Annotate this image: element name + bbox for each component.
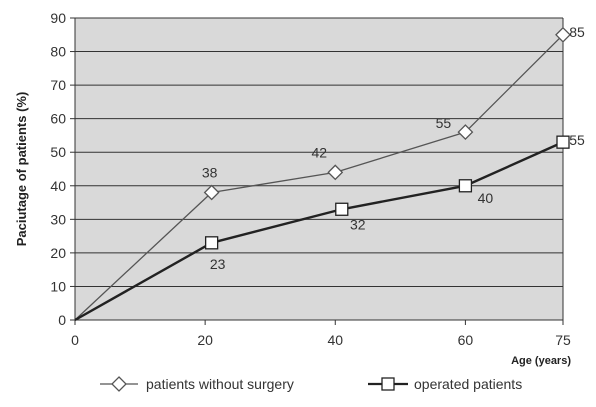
y-tick-label: 0 bbox=[58, 312, 66, 328]
y-tick-label: 90 bbox=[50, 10, 66, 26]
y-tick-label: 70 bbox=[50, 77, 66, 93]
y-tick-label: 60 bbox=[50, 111, 66, 127]
x-axis-title: Age (years) bbox=[511, 355, 571, 367]
legend-label-operated: operated patients bbox=[414, 376, 522, 392]
legend-item-operated-patients: operated patients bbox=[368, 376, 522, 392]
diamond-marker bbox=[203, 184, 220, 201]
y-tick-label: 10 bbox=[50, 278, 66, 294]
data-label: 55 bbox=[436, 115, 452, 131]
square-marker bbox=[458, 179, 473, 193]
x-tick-label: 0 bbox=[71, 332, 79, 348]
data-label: 38 bbox=[202, 164, 218, 180]
square-marker bbox=[556, 135, 570, 149]
square-marker-icon bbox=[381, 377, 395, 391]
diamond-marker bbox=[327, 164, 344, 181]
diamond-marker-icon bbox=[111, 376, 127, 392]
series-markers bbox=[203, 26, 571, 250]
y-tick-label: 30 bbox=[50, 211, 66, 227]
data-label: 42 bbox=[311, 144, 327, 160]
data-label: 32 bbox=[350, 216, 366, 232]
y-tick-label: 80 bbox=[50, 44, 66, 60]
data-labels: 38 42 55 85 23 32 40 55 bbox=[202, 24, 585, 272]
data-label: 85 bbox=[569, 24, 585, 40]
y-axis-title: Paciutage of patients (%) bbox=[14, 92, 29, 247]
plot-area bbox=[75, 18, 563, 320]
data-label: 23 bbox=[210, 256, 226, 272]
x-tick-label: 60 bbox=[458, 332, 474, 348]
y-tick-label: 20 bbox=[50, 245, 66, 261]
data-label: 40 bbox=[478, 190, 494, 206]
square-marker bbox=[335, 202, 349, 216]
legend-label-without-surgery: patients without surgery bbox=[146, 376, 294, 392]
legend-item-patients-without-surgery: patients without surgery bbox=[100, 376, 294, 392]
y-tick-label: 40 bbox=[50, 178, 66, 194]
axes bbox=[74, 18, 564, 321]
legend: patients without surgery operated patien… bbox=[100, 376, 522, 392]
x-tick-label: 20 bbox=[197, 332, 213, 348]
tick-labels: 0 10 20 30 40 50 60 70 80 90 0 20 40 60 75 bbox=[50, 10, 571, 348]
diamond-marker bbox=[457, 124, 474, 141]
x-tick-label: 40 bbox=[327, 332, 343, 348]
square-marker bbox=[204, 236, 219, 250]
diamond-marker bbox=[555, 26, 571, 43]
grid-lines bbox=[75, 17, 563, 287]
data-label: 55 bbox=[569, 132, 585, 148]
y-tick-label: 50 bbox=[50, 144, 66, 160]
x-tick-label: 75 bbox=[555, 332, 571, 348]
